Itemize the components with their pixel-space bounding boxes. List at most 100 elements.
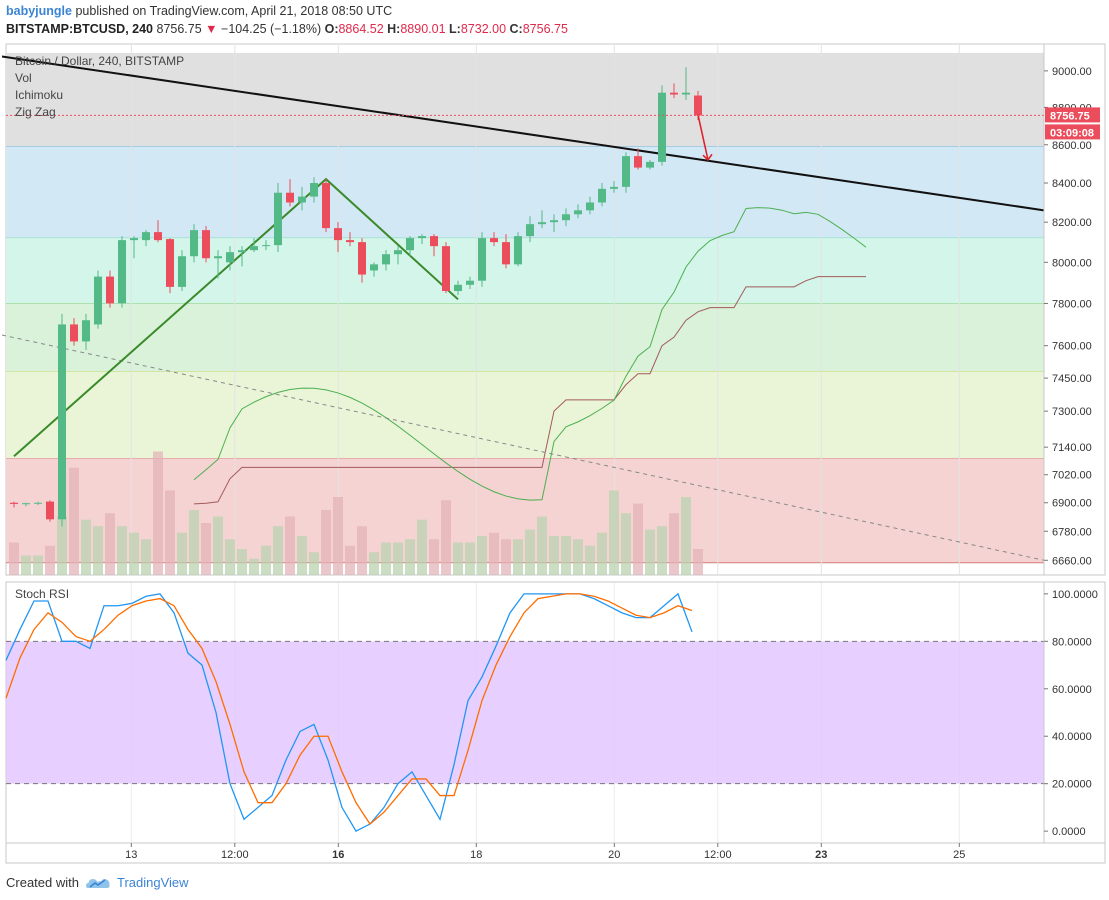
- volume-bar: [57, 516, 67, 575]
- published-text: published on TradingView.com, April 21, …: [75, 4, 393, 18]
- candle-body: [430, 236, 438, 247]
- volume-bar: [309, 552, 319, 575]
- volume-bar: [549, 536, 559, 575]
- symbol-label: BITSTAMP:BTCUSD, 240: [6, 22, 154, 36]
- volume-bar: [189, 510, 199, 575]
- price-axis-label: 6780.00: [1052, 526, 1092, 538]
- candle-body: [490, 238, 498, 243]
- indicator-legend-stochrsi[interactable]: Stoch RSI: [15, 587, 70, 601]
- volume-bar: [201, 523, 211, 575]
- close-label: C:: [509, 22, 523, 36]
- volume-bar: [609, 490, 619, 575]
- volume-bar: [9, 542, 19, 575]
- candle-body: [82, 320, 90, 342]
- candle-body: [394, 250, 402, 255]
- candle-body: [322, 183, 330, 229]
- volume-bar: [657, 526, 667, 575]
- candle-body: [646, 161, 654, 168]
- ichimoku-span-a: [193, 207, 867, 501]
- time-axis-label: 18: [470, 849, 482, 861]
- price-tag-text: 8756.75: [1050, 110, 1090, 122]
- candle-body: [118, 240, 126, 304]
- author-name[interactable]: babyjungle: [6, 4, 72, 18]
- tradingview-brand-link[interactable]: TradingView: [116, 875, 189, 890]
- time-axis: [5, 842, 1106, 864]
- candle-body: [418, 236, 426, 239]
- low-value: 8732.00: [460, 22, 507, 36]
- price-axis-label: 7450.00: [1052, 373, 1092, 385]
- candle-body: [70, 324, 78, 342]
- time-axis-label: 12:00: [704, 849, 732, 861]
- price-axis-label: 8400.00: [1052, 178, 1092, 190]
- low-label: L:: [449, 22, 461, 36]
- volume-bar: [525, 529, 535, 575]
- candle-body: [586, 202, 594, 211]
- volume-bar: [465, 542, 475, 575]
- volume-bar: [585, 545, 595, 575]
- indicator-legend-ichimoku[interactable]: Ichimoku: [15, 88, 64, 102]
- candle-body: [610, 186, 618, 189]
- price-axis-label: 6900.00: [1052, 498, 1092, 510]
- time-axis-label: 23: [815, 849, 827, 861]
- price-axis-label: 8000.00: [1052, 257, 1092, 269]
- arrow-head-icon: [702, 153, 713, 162]
- rsi-axis-label: 20.0000: [1052, 779, 1092, 791]
- candle-body: [478, 238, 486, 281]
- volume-bar: [21, 555, 31, 575]
- volume-bar: [45, 545, 55, 575]
- publish-info: babyjungle published on TradingView.com,…: [6, 4, 392, 18]
- candle-body: [58, 324, 66, 520]
- fib-band-4: [6, 371, 1044, 459]
- candle-body: [442, 246, 450, 292]
- fib-band-1: [6, 146, 1044, 239]
- volume-bar: [357, 526, 367, 575]
- open-value: 8864.52: [338, 22, 384, 36]
- volume-bar: [117, 526, 127, 575]
- candle-body: [238, 250, 246, 253]
- rsi-axis-label: 0.0000: [1052, 826, 1086, 838]
- price-axis-label: 8600.00: [1052, 140, 1092, 152]
- candle-body: [178, 256, 186, 287]
- volume-bar: [297, 536, 307, 575]
- volume-bar: [633, 503, 643, 575]
- indicator-legend-vol[interactable]: Vol: [15, 71, 32, 85]
- candle-body: [406, 238, 414, 251]
- candle-body: [10, 502, 18, 504]
- price-axis-label: 7600.00: [1052, 341, 1092, 353]
- volume-bar: [693, 549, 703, 575]
- volume-bar: [141, 539, 151, 575]
- candle-body: [34, 502, 42, 504]
- countdown-tag-text: 03:09:08: [1050, 127, 1094, 139]
- volume-bar: [69, 467, 79, 575]
- candle-body: [670, 92, 678, 95]
- volume-bar: [405, 539, 415, 575]
- ichimoku-span-b: [193, 276, 866, 505]
- volume-bar: [153, 451, 163, 575]
- arrow-annotation: [697, 114, 709, 161]
- candle-body: [166, 239, 174, 287]
- volume-bar: [213, 516, 223, 575]
- trendline-1: [1, 334, 1045, 561]
- countdown-tag: [1045, 124, 1100, 140]
- price-axis-label: 7140.00: [1052, 442, 1092, 454]
- candle-body: [202, 230, 210, 259]
- volume-bar: [105, 513, 115, 575]
- volume-bar: [477, 536, 487, 575]
- time-axis-label: 12:00: [221, 849, 249, 861]
- volume-bar: [177, 532, 187, 575]
- candle-body: [514, 236, 522, 265]
- indicator-legend-main[interactable]: Bitcoin / Dollar, 240, BITSTAMP: [15, 54, 185, 68]
- rsi-axis-label: 80.0000: [1052, 636, 1092, 648]
- candle-body: [622, 156, 630, 187]
- candle-body: [598, 188, 606, 203]
- volume-bar: [453, 542, 463, 575]
- indicator-legend-zigzag[interactable]: Zig Zag: [15, 105, 56, 119]
- candle-body: [106, 276, 114, 304]
- candle-body: [94, 276, 102, 325]
- candle-body: [334, 228, 342, 241]
- last-price: 8756.75: [156, 22, 202, 36]
- volume-bar: [273, 526, 283, 575]
- candle-body: [634, 156, 642, 168]
- price-axis-label: 6660.00: [1052, 555, 1092, 567]
